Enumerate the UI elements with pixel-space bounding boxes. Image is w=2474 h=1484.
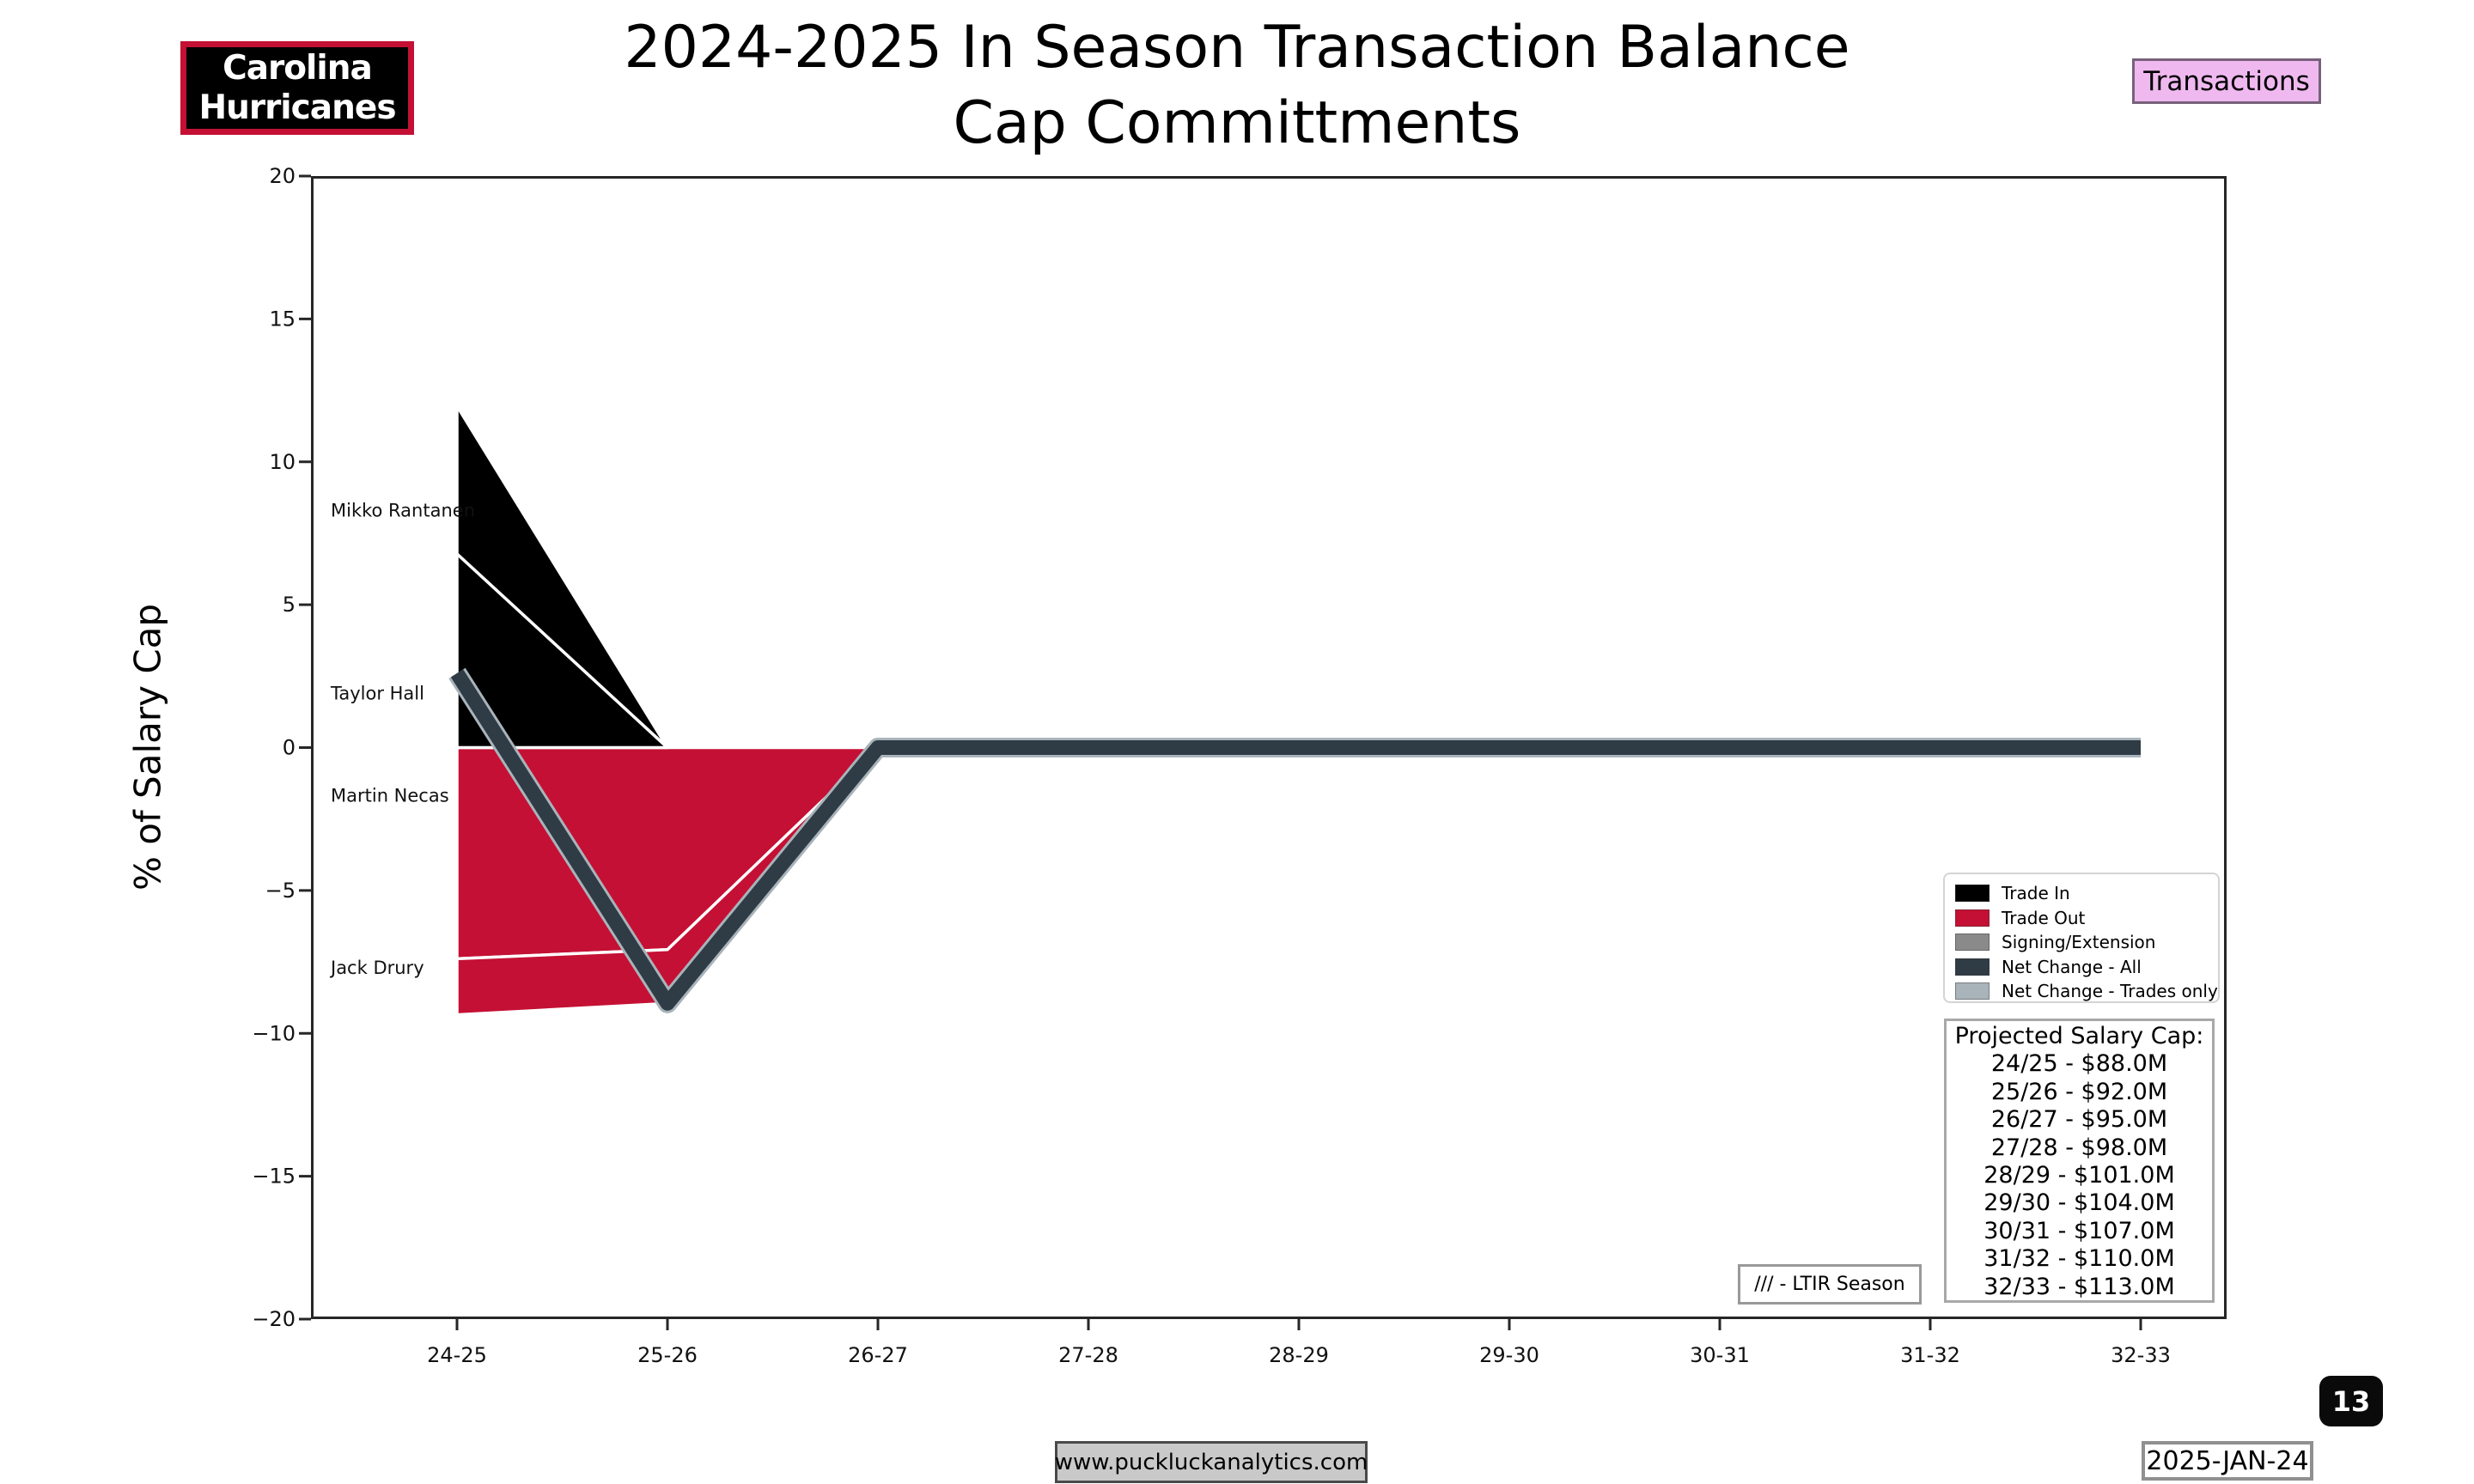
legend-label: Trade In [2002,883,2070,904]
y-tick-label: 0 [283,736,296,760]
legend-swatch [1955,909,1990,927]
legend-label: Signing/Extension [2002,932,2156,953]
legend-item: Net Change - Trades only [1955,979,2218,1004]
salary-cap-title: Projected Salary Cap: [1954,1023,2204,1049]
player-label-taylor-hall: Taylor Hall [330,683,424,703]
area-mikko-rantanen [455,404,669,750]
x-tick-label: 32-33 [2111,1343,2171,1367]
x-tick-label: 31-32 [1900,1343,1960,1367]
legend-swatch [1955,885,1990,903]
y-tick-label: −20 [252,1307,296,1331]
salary-cap-row: 24/25 - $88.0M [1990,1050,2168,1078]
page-number-badge: 13 [2319,1376,2383,1426]
page-title-line1: 2024-2025 In Season Transaction Balance [624,14,1850,82]
chart-area: 24-25 25-26 26-27 27-28 28-29 29-30 30-31 31-32… [252,164,2227,1367]
legend-item: Signing/Extension [1955,930,2218,955]
area-jack-drury [455,745,880,1017]
legend-item: Net Change - All [1955,955,2218,980]
legend-label: Net Change - Trades only [2002,981,2218,1002]
line-net-change-all [450,669,2141,1011]
transactions-button[interactable]: Transactions [2132,58,2321,104]
legend-swatch [1955,934,1990,952]
page-title-line2: Cap Committments [953,89,1521,157]
salary-cap-row: 28/29 - $101.0M [1983,1162,2175,1189]
ltir-season-note: /// - LTIR Season [1738,1264,1922,1305]
player-label-martin-necas: Martin Necas [331,786,449,806]
salary-cap-row: 29/30 - $104.0M [1983,1189,2175,1217]
salary-cap-row: 27/28 - $98.0M [1990,1134,2168,1161]
salary-cap-row: 32/33 - $113.0M [1983,1273,2175,1300]
y-axis-label: % of Salary Cap [126,603,169,891]
page-title: 2024-2025 In Season Transaction Balance … [0,10,2474,161]
y-tick-label: −15 [252,1165,296,1189]
x-tick-label: 24-25 [427,1343,487,1367]
y-tick-label: 15 [269,307,296,331]
player-label-jack-drury: Jack Drury [329,958,424,978]
team-logo: Carolina Hurricanes [180,41,414,135]
x-tick-label: 26-27 [848,1343,908,1367]
salary-cap-row: 25/26 - $92.0M [1990,1078,2168,1105]
y-tick-label: 5 [283,593,296,617]
y-tick-label: 10 [269,450,296,474]
legend-item: Trade Out [1955,906,2218,931]
logo-line1: Carolina [222,48,373,88]
chart-legend: Trade In Trade Out Signing/Extension Net Ch… [1943,873,2220,1003]
x-tick-label: 30-31 [1690,1343,1750,1367]
website-box: www.puckluckanalytics.com [1055,1441,1368,1483]
legend-swatch [1955,982,1990,1000]
legend-label: Net Change - All [2002,956,2142,977]
x-tick-label: 28-29 [1269,1343,1329,1367]
y-tick-label: 20 [269,164,296,188]
chart-svg: 24-25 25-26 26-27 27-28 28-29 29-30 30-31 31-32… [252,164,2227,1367]
logo-line2: Hurricanes [198,88,396,127]
date-box: 2025-JAN-24 [2142,1441,2313,1481]
x-tick-label: 27-28 [1058,1343,1118,1367]
salary-cap-row: 26/27 - $95.0M [1990,1106,2168,1134]
x-tick-label: 25-26 [637,1343,698,1367]
y-tick-label: −10 [252,1021,296,1045]
legend-label: Trade Out [2002,907,2086,928]
plot-frame [311,176,2227,1319]
y-tick-label: −5 [265,879,296,903]
legend-item: Trade In [1955,881,2218,906]
legend-swatch [1955,958,1990,976]
projected-salary-cap-box: Projected Salary Cap: 24/25 - $88.0M 25/2… [1944,1019,2215,1303]
salary-cap-row: 31/32 - $110.0M [1983,1245,2175,1273]
x-tick-label: 29-30 [1479,1343,1539,1367]
player-label-mikko-rantanen: Mikko Rantanen [331,501,475,521]
salary-cap-row: 30/31 - $107.0M [1983,1217,2175,1244]
